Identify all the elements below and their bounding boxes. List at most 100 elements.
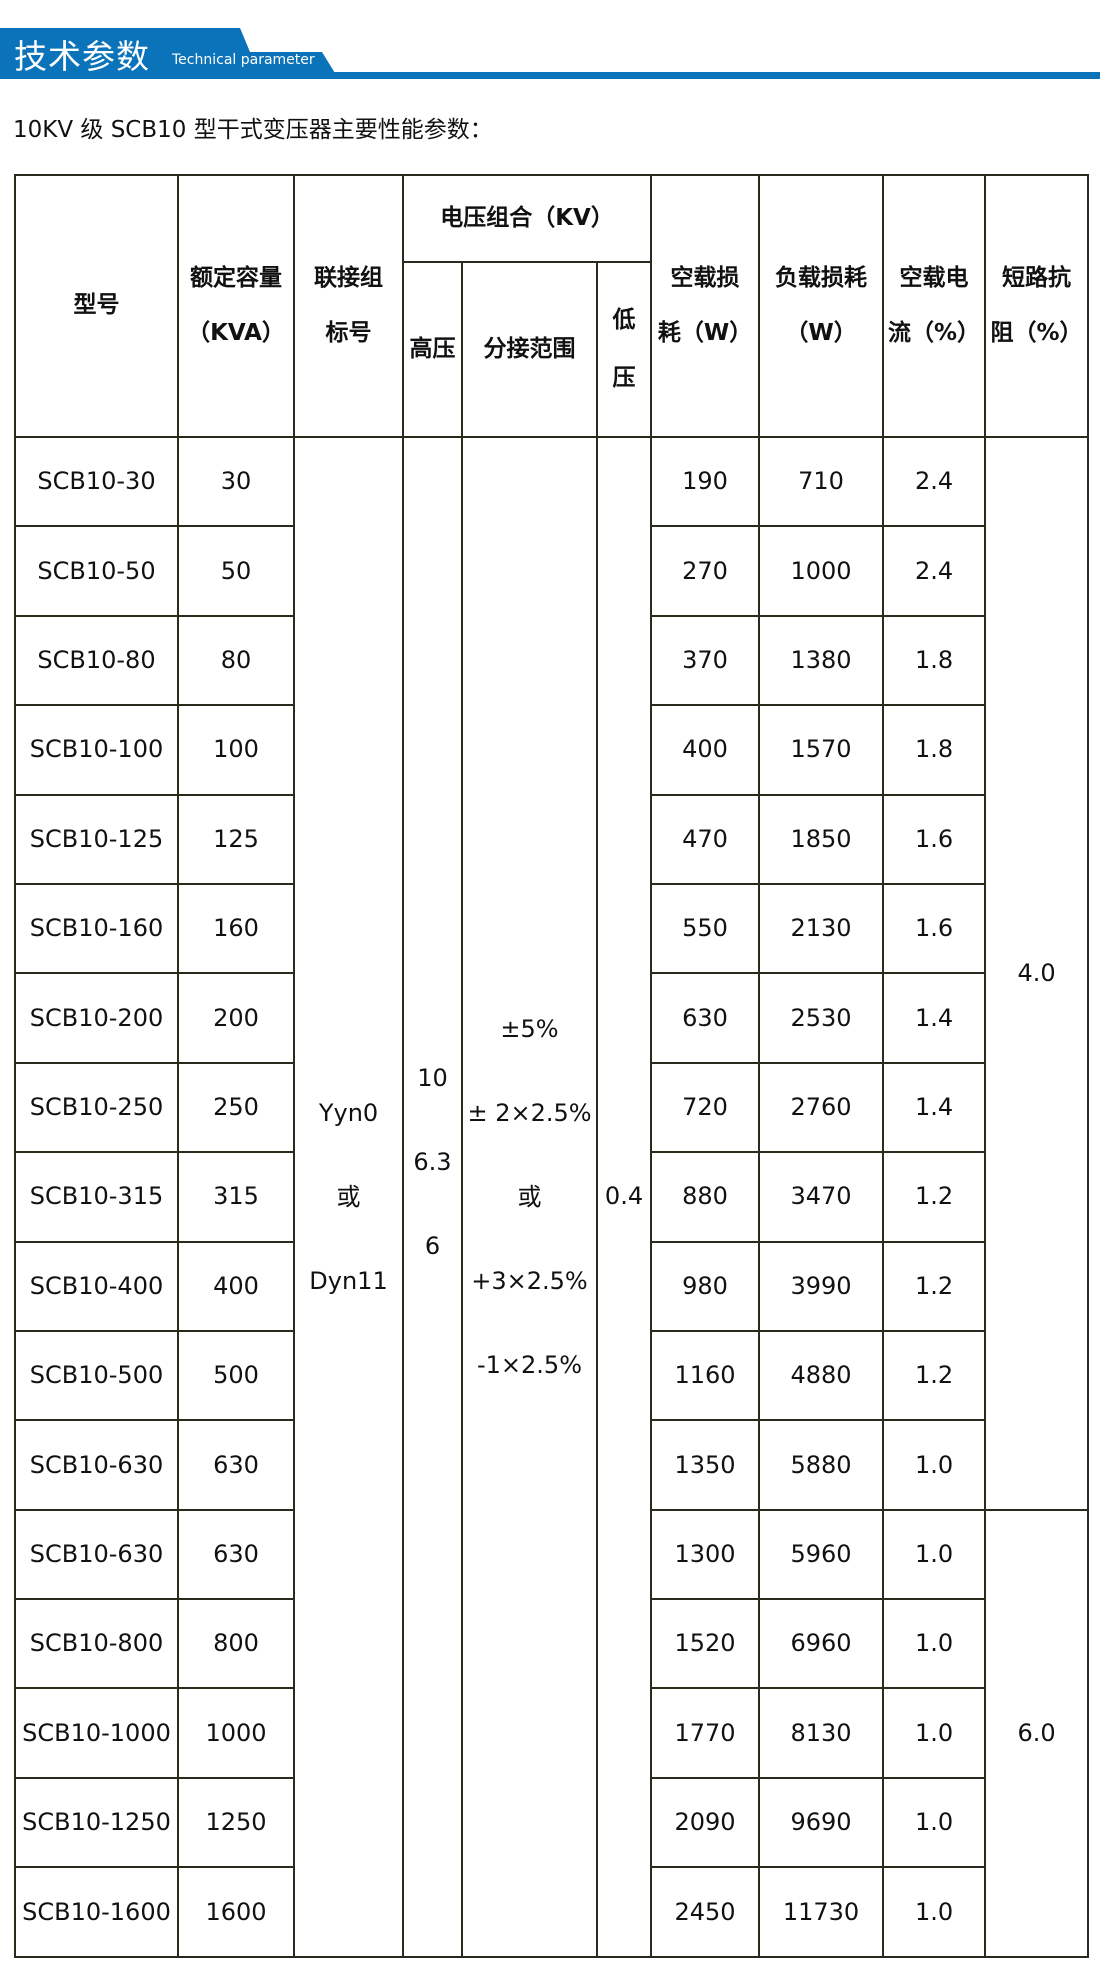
cell-load-loss: 4880 [758,1329,885,1422]
table-row: SCB10-1600 1600 2450 11730 1.0 [14,1866,1088,1958]
table-row: SCB10-50 50 270 1000 2.4 [14,525,1088,617]
cell-capacity: 630 [177,1419,295,1511]
cell-impedance: 6.0 [984,1508,1090,1958]
header-no-load-current: 空载电 流（%） [882,174,987,438]
cell-connection: Yyn0 或 Dyn11 [293,436,404,1958]
header-connection: 联接组 标号 [293,174,404,438]
table-row: SCB10-1250 1250 2090 9690 1.0 [14,1776,1088,1869]
cell-no-load-loss: 2090 [650,1776,761,1869]
table-row: SCB10-630 630 1300 5960 1.0 6.0 [14,1508,1090,1958]
table-row: SCB10-250 250 720 2760 1.4 [14,1061,1088,1154]
cell-model: SCB10-80 [14,614,179,707]
cell-capacity: 50 [177,525,295,617]
cell-capacity: 100 [177,704,295,796]
cell-model: SCB10-200 [14,972,179,1064]
cell-no-load-current: 1.0 [882,1598,987,1690]
cell-model: SCB10-500 [14,1329,179,1422]
cell-capacity: 1250 [177,1776,295,1869]
header-load-loss: 负载损耗 （W） [758,174,885,438]
cell-model: SCB10-100 [14,704,179,796]
cell-no-load-current: 1.0 [882,1687,987,1779]
table-row: SCB10-200 200 630 2530 1.4 [14,972,1088,1064]
tap-line: ± 2×2.5% [467,1098,592,1127]
table-heading: 10KV 级 SCB10 型干式变压器主要性能参数： [13,117,493,143]
header-hv: 高压 [402,261,463,438]
cell-load-loss: 710 [758,435,885,528]
cell-load-loss: 3470 [758,1151,885,1243]
cell-model: SCB10-315 [14,1151,179,1243]
cell-model: SCB10-400 [14,1240,179,1332]
cell-load-loss: 1850 [758,793,885,885]
connection-line: Dyn11 [309,1266,388,1295]
cell-no-load-loss: 1160 [650,1329,761,1422]
connection-line: 或 [336,1182,361,1211]
cell-load-loss: 2530 [758,972,885,1064]
hv-line: 6.3 [413,1147,452,1176]
cell-no-load-current: 1.4 [882,1061,987,1154]
cell-model: SCB10-1600 [14,1866,179,1958]
banner-line [0,72,1100,79]
header-capacity: 额定容量 （KVA） [177,174,295,438]
connection-line: Yyn0 [318,1098,379,1127]
hv-line: 10 [417,1063,448,1092]
table-row: SCB10-160 160 550 2130 1.6 [14,882,1088,975]
cell-model: SCB10-50 [14,525,179,617]
cell-load-loss: 9690 [758,1776,885,1869]
header-lv: 低压 [595,261,653,438]
cell-no-load-current: 1.8 [882,614,987,707]
cell-load-loss: 8130 [758,1687,885,1779]
header-model: 型号 [14,174,179,438]
cell-capacity: 800 [177,1598,295,1690]
banner-subtitle: Technical parameter [172,52,315,68]
cell-no-load-current: 1.4 [882,972,987,1064]
cell-model: SCB10-30 [14,435,179,528]
cell-capacity: 1600 [177,1866,295,1958]
cell-load-loss: 5880 [758,1419,885,1511]
cell-no-load-current: 1.6 [882,882,987,975]
cell-capacity: 1000 [177,1687,295,1779]
cell-no-load-loss: 370 [650,614,761,707]
cell-model: SCB10-160 [14,882,179,975]
cell-model: SCB10-1250 [14,1776,179,1869]
cell-no-load-loss: 190 [650,435,761,528]
cell-no-load-current: 1.0 [882,1419,987,1511]
spec-table: 型号 额定容量 （KVA） 联接组 标号 电压组合（KV） 空载损 耗（W） 负载损耗… [14,174,1090,1958]
table-row: SCB10-100 100 400 1570 1.8 [14,704,1088,796]
section-banner: 技术参数 Technical parameter [0,28,1100,79]
header-no-load-loss: 空载损 耗（W） [650,174,761,438]
tap-line: -1×2.5% [476,1350,582,1379]
cell-impedance: 4.0 [984,436,1090,1511]
cell-capacity: 160 [177,882,295,975]
cell-model: SCB10-800 [14,1598,179,1690]
tap-line: 或 [517,1182,542,1211]
table-row: SCB10-800 800 1520 6960 1.0 [14,1598,1088,1690]
cell-no-load-loss: 1350 [650,1419,761,1511]
cell-no-load-loss: 1520 [650,1598,761,1690]
cell-capacity: 250 [177,1061,295,1154]
table-row: SCB10-315 315 880 3470 1.2 [14,1151,1088,1243]
cell-model: SCB10-1000 [14,1687,179,1779]
cell-no-load-current: 1.0 [882,1508,987,1601]
header-voltage-group: 电压组合（KV） [401,174,653,263]
cell-load-loss: 2130 [758,882,885,975]
cell-capacity: 80 [177,614,295,707]
cell-load-loss: 11730 [758,1866,885,1958]
cell-no-load-current: 1.6 [882,793,987,885]
cell-no-load-current: 1.2 [882,1329,987,1422]
cell-load-loss: 1570 [758,704,885,796]
cell-no-load-current: 2.4 [882,525,987,617]
cell-no-load-loss: 980 [650,1240,761,1332]
cell-no-load-loss: 400 [650,704,761,796]
cell-load-loss: 1380 [758,614,885,707]
cell-no-load-loss: 1770 [650,1687,761,1779]
cell-capacity: 30 [177,435,295,528]
table-row: SCB10-30 30 Yyn0 或 Dyn11 10 6.3 6 ±5% ± 2×2.5% 或 +3… [14,435,1090,1958]
cell-no-load-current: 1.2 [882,1151,987,1243]
cell-no-load-loss: 2450 [650,1866,761,1958]
cell-capacity: 125 [177,793,295,885]
cell-hv: 10 6.3 6 [402,436,463,1958]
cell-load-loss: 6960 [758,1598,885,1690]
cell-model: SCB10-630 [14,1419,179,1511]
table-row: SCB10-400 400 980 3990 1.2 [14,1240,1088,1332]
cell-load-loss: 2760 [758,1061,885,1154]
